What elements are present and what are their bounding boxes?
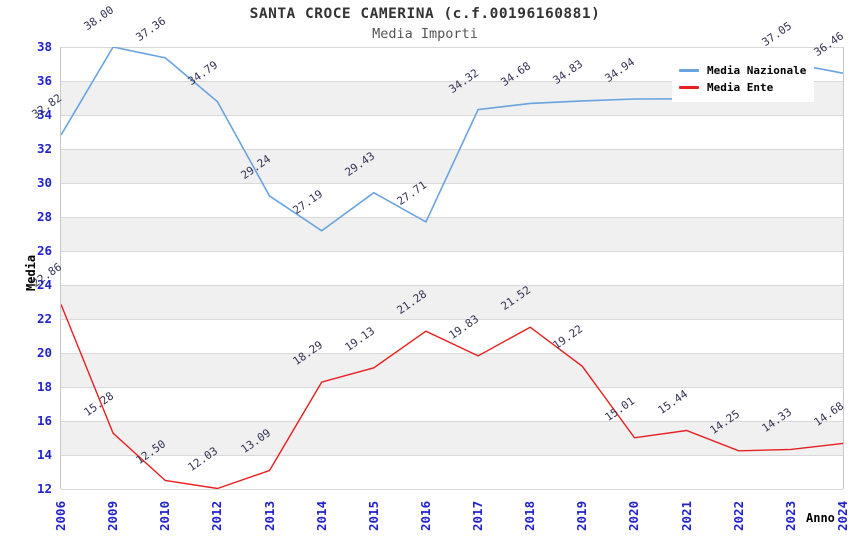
gridline: [61, 421, 843, 422]
x-tick-label: 2010: [157, 500, 173, 531]
series-line-media-ente: [61, 304, 843, 489]
grid-band: [61, 421, 843, 455]
gridline: [61, 353, 843, 354]
y-tick-label: 38: [36, 39, 52, 54]
gridline: [61, 319, 843, 320]
x-tick-label: 2006: [53, 500, 68, 531]
y-tick-label: 34: [36, 107, 52, 122]
chart-subtitle: Media Importi: [372, 26, 478, 42]
y-tick-label: 12: [36, 481, 52, 496]
legend-line-swatch-nazionale-icon: [679, 69, 699, 72]
gridline: [61, 387, 843, 388]
gridline: [61, 285, 843, 286]
legend-item-label: Media Nazionale: [707, 64, 807, 77]
x-tick-label: 2019: [574, 500, 590, 531]
y-tick-label: 18: [36, 379, 52, 394]
y-tick-label: 32: [36, 141, 52, 156]
legend-item: Media Nazionale: [679, 62, 806, 79]
x-tick-label: 2024: [835, 500, 850, 531]
x-tick-label: 2014: [313, 500, 329, 531]
y-tick-label: 16: [36, 413, 52, 428]
x-tick-label: 2016: [417, 500, 433, 531]
legend-item: Media Ente: [679, 79, 806, 96]
x-tick-label: 2015: [365, 500, 381, 531]
y-tick-label: 26: [36, 243, 52, 258]
legend-item-label: Media Ente: [707, 81, 774, 94]
gridline: [61, 455, 843, 456]
gridline: [61, 149, 843, 150]
x-tick-label: 2009: [105, 500, 121, 531]
legend: Media Nazionale Media Ente: [672, 57, 815, 102]
grid-band: [61, 285, 843, 319]
legend-line-swatch-ente-icon: [679, 86, 699, 89]
y-tick-label: 36: [36, 73, 52, 88]
y-tick-label: 14: [36, 447, 52, 462]
gridline: [61, 183, 843, 184]
gridline: [61, 81, 843, 82]
grid-band: [61, 353, 843, 387]
gridline: [61, 251, 843, 252]
gridline: [61, 47, 843, 48]
y-tick-label: 20: [36, 345, 52, 360]
y-tick-label: 24: [36, 277, 52, 292]
x-tick-label: 2013: [261, 500, 277, 531]
x-tick-label: 2023: [782, 500, 798, 531]
x-tick-label: 2018: [522, 500, 538, 531]
x-axis-title: Anno: [806, 511, 835, 525]
x-tick-label: 2020: [626, 500, 642, 531]
plot-area: 32.82 38.00 37.36 34.79 29.24 27.19 29.43 27.71…: [30, 3, 846, 490]
gridline: [61, 489, 843, 490]
x-tick-label: 2021: [678, 500, 694, 531]
y-tick-label: 22: [36, 311, 52, 326]
y-tick-label: 28: [36, 209, 52, 224]
x-tick-label: 2022: [730, 500, 746, 531]
gridline: [61, 115, 843, 116]
grid-band: [61, 217, 843, 251]
x-tick-label: 2012: [209, 500, 225, 531]
y-tick-label: 30: [36, 175, 52, 190]
x-tick-label: 2017: [470, 500, 486, 531]
gridline: [61, 217, 843, 218]
chart-title: SANTA CROCE CAMERINA (c.f.00196160881): [249, 6, 601, 22]
